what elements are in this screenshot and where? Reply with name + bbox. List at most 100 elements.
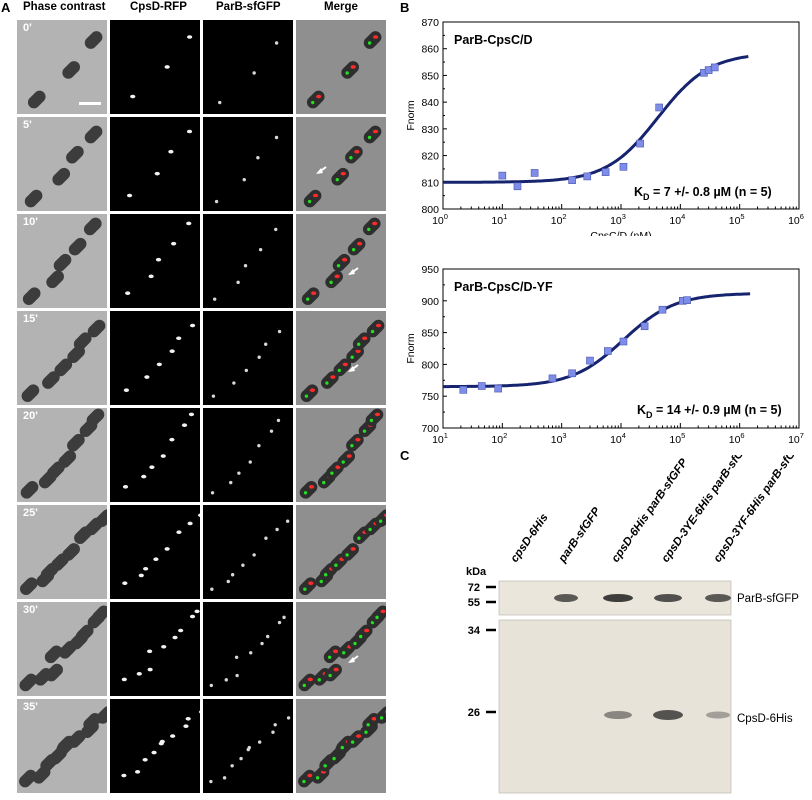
time-label: 5' [23,119,32,131]
cpsd-rfp-focus [142,757,148,762]
x-tick-exponent: 0 [444,212,448,221]
parb-sfgfp-focus [236,280,240,285]
cpsd-rfp-focus [307,677,313,682]
bacterial-cell [75,624,94,643]
micrograph-phase-tile: 5' [17,117,107,211]
lane-label: cpsD-6His [509,512,551,565]
cpsd-rfp-focus [340,171,346,176]
parb-sfgfp-focus [341,460,345,464]
bacterial-cell [19,769,37,788]
micrograph-merge-tile [296,505,386,599]
cpsd-rfp-focus [346,454,352,458]
y-tick-label: 860 [421,44,439,56]
band-parb-sfgfp [654,594,682,602]
y-tick-label: 840 [421,97,439,109]
parb-sfgfp-focus [350,740,355,744]
parb-sfgfp-focus [274,41,279,45]
fit-curve [443,55,749,184]
parb-sfgfp-focus [264,342,268,346]
micrograph-merge-tile [296,117,386,211]
kd-subscript: D [646,410,653,420]
bacterial-cell [341,61,359,79]
y-axis-label: Fnorm [405,333,417,364]
micrograph-phase-tile: 10' [17,214,107,308]
cpsd-rfp-focus [181,423,188,427]
y-tick-label: 820 [421,151,439,163]
cpsd-rfp-focus [161,644,167,649]
micrograph-rfp-tile [110,20,200,114]
parb-sfgfp-focus [239,756,243,761]
cpsd-rfp-focus [187,521,193,526]
cpsd-rfp-focus [362,336,368,341]
parb-sfgfp-focus [218,100,222,105]
bacterial-cell [303,189,322,208]
parb-sfgfp-focus [342,651,346,655]
micrograph-rfp-image [121,609,200,682]
binding-curve-chart-cpscd-yf: 700750800850900950101102103104105106107C… [405,264,804,444]
micrograph-phase-image [27,31,103,109]
bacterial-cell [306,90,325,109]
parb-sfgfp-focus [334,563,338,567]
time-label: 0' [23,22,32,34]
x-tick-exponent: 5 [740,212,744,221]
cpsd-rfp-focus [156,362,162,367]
cpsd-rfp-focus [380,609,386,614]
parb-sfgfp-focus [366,723,370,727]
cpsd-rfp-focus [155,257,162,262]
micrograph-rfp-tile [110,214,200,308]
kd-symbol: K [637,403,646,417]
band-parb-sfgfp [603,594,633,602]
parb-sfgfp-focus [311,100,315,105]
data-point [459,386,468,394]
cpsd-rfp-focus [355,349,361,353]
time-label: 25' [23,507,38,519]
x-tick-label: 100 [432,212,448,227]
bacterial-cell [95,509,107,528]
cpsd-rfp-focus [186,221,192,226]
cpsd-rfp-focus [198,710,200,714]
cpsd-rfp-focus [373,35,379,39]
parb-sfgfp-focus [370,329,375,334]
arrow-indicator-head [348,657,355,663]
bacterial-cell [332,253,351,272]
parb-sfgfp-focus [277,329,282,334]
parb-sfgfp-focus [258,247,263,252]
data-point [530,169,539,177]
cpsd-rfp-focus [384,513,386,517]
parb-sfgfp-focus [302,683,307,688]
micrograph-rfp-image [130,35,193,99]
cpsd-rfp-focus [143,566,149,571]
bacterial-cell [66,145,84,164]
band-parb-sfgfp [554,594,578,602]
data-point [498,171,507,180]
cpsd-rfp-focus [333,667,339,672]
micrograph-phase-tile: 30' [17,602,107,696]
cpsd-rfp-focus [311,291,317,295]
parb-sfgfp-focus [327,655,332,659]
cpsd-rfp-focus [141,474,147,479]
micrograph-phase-image [21,319,106,403]
bacterial-cell [53,253,72,272]
lane-label: parB-sfGFP [556,505,603,565]
micrograph-phase-image [20,509,107,596]
bacterial-cell [67,433,85,452]
parb-sfgfp-focus [357,342,361,346]
data-point [683,296,691,304]
bacterial-cell [62,543,80,561]
micrograph-merge-image [298,605,386,692]
cpsd-rfp-focus [122,581,128,585]
bacterial-cell [86,408,105,427]
bacterial-cell [21,384,40,403]
data-point [601,168,610,176]
bacterial-cell [46,270,64,289]
cpsd-rfp-focus [341,257,348,262]
micrograph-phase-tile: 20' [17,408,107,502]
cpsd-rfp-focus [164,547,170,551]
parb-sfgfp-focus [286,716,291,720]
parb-sfgfp-focus [222,776,227,780]
y-tick-label: 750 [421,391,439,403]
cpsd-rfp-focus [189,614,196,619]
micrograph-phase-tile: 0' [17,20,107,114]
parb-sfgfp-focus [282,615,286,620]
time-label: 35' [23,701,38,713]
